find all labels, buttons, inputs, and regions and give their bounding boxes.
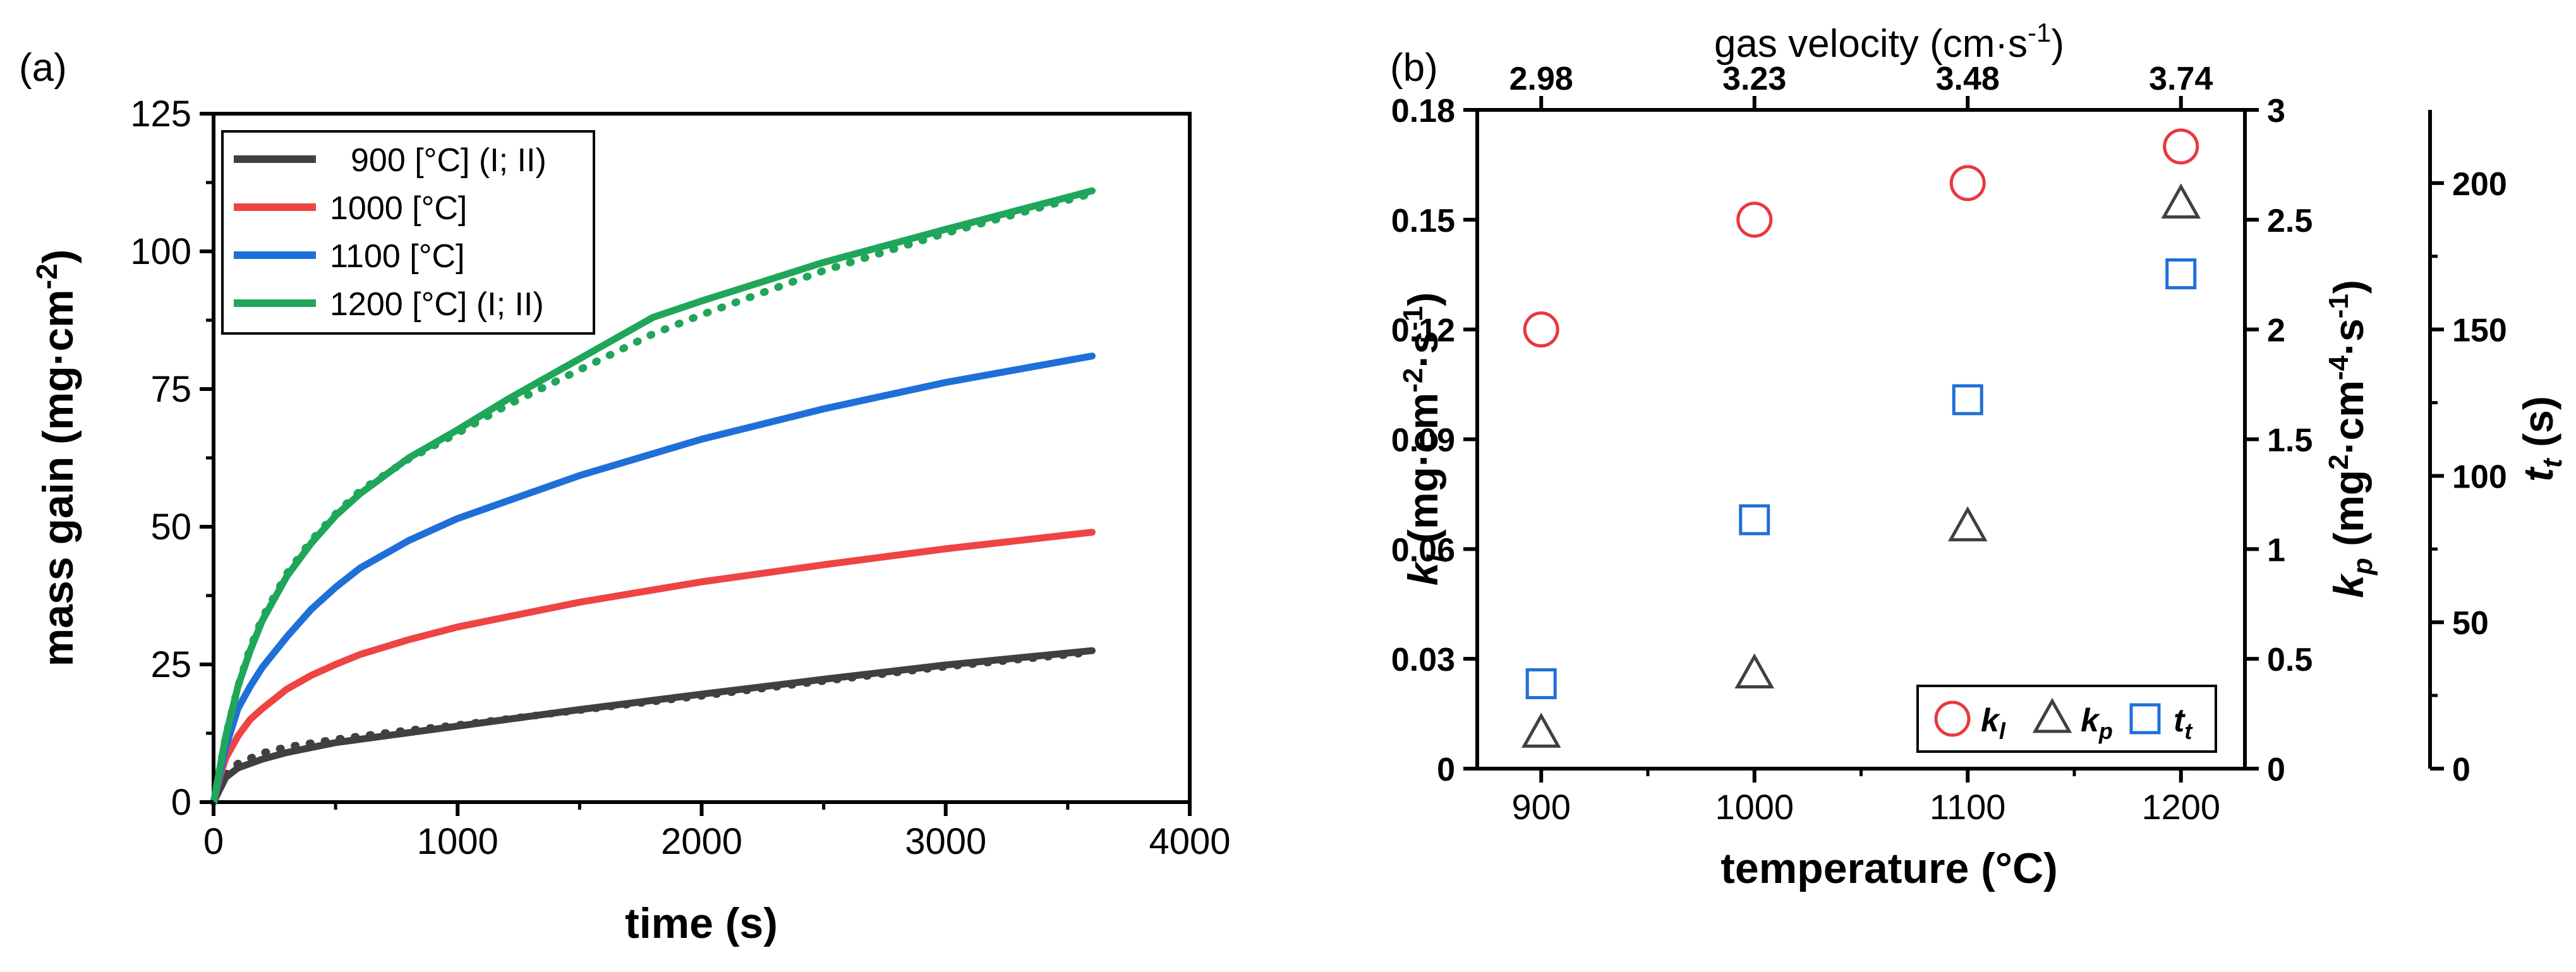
panel-a-y-tick-label: 100 [130,231,191,272]
panel-b-point-kp-0 [1521,712,1561,748]
panel-a-ticks: 0 1000 2000 3000 4000 0 25 50 75 100 125 [130,93,1230,862]
panel-b-point-kl-0 [1523,311,1559,348]
panel-a-y-axis-title: mass gain (mg·cm-2) [30,249,82,667]
panel-b-top-axis-title: gas velocity (cm·s-1) [1714,18,2064,66]
panel-b-x-tick-label: 1200 [2141,787,2220,827]
panel-b-legend-label-0: kl [1981,702,2006,744]
panel-b-ticks: 9002.9810003.2311003.4812003.7400.030.06… [1391,61,2507,827]
panel-a-legend: 900 [°C] (I; II) 1000 [°C] 1100 [°C] 1200 [… [221,130,595,335]
panel-b-kl-tick-label: 0.18 [1391,93,1455,129]
panel-a-x-tick-label: 3000 [905,821,986,862]
panel-b: (b) 9002.9810003.2311003.4812003.7400.03… [1390,18,2568,892]
panel-b-kp-tick-label: 0 [2267,752,2285,788]
panel-b-tt-tick-label: 0 [2452,752,2470,788]
panel-a-series-3 [210,352,1096,806]
panel-b-top-tick-label: 3.48 [1936,61,2000,97]
panel-a-y-tick-label: 125 [130,93,191,135]
panel-b-tt-tick-label: 100 [2452,459,2507,495]
panel-b-tt-tick-label: 150 [2452,313,2507,349]
panel-a-series-5 [210,189,1096,806]
panel-a-y-tick-label: 50 [150,507,191,548]
panel-a-legend-label-2: 1100 [°C] [330,238,465,275]
panel-b-x-tick-label: 900 [1512,787,1571,827]
panel-b-kl-tick-label: 0.15 [1391,203,1455,239]
panel-b-x-tick-label: 1100 [1930,787,2005,827]
panel-b-point-tt-0 [1525,668,1557,700]
panel-b-point-tt-3 [2165,258,2197,290]
panel-b-point-kl-2 [1949,165,1986,201]
panel-b-point-tt-1 [1739,504,1770,536]
panel-b-kp-tick-label: 3 [2267,93,2285,129]
panel-b-legend-label-2: tt [2174,702,2193,744]
panel-b-kl-tick-label: 0.09 [1391,423,1455,459]
panel-b-kp-tick-label: 2.5 [2267,203,2313,239]
panel-b-top-tick-label: 3.23 [1722,61,1786,97]
panel-a-x-tick-label: 2000 [661,821,742,862]
panel-b-kl-tick-label: 0.03 [1391,642,1455,678]
panel-a-y-tick-label: 25 [150,644,191,685]
panel-b-kp-tick-label: 1.5 [2267,423,2313,459]
panel-b-x-axis-title: temperature (°C) [1720,844,2058,892]
panel-b-label: (b) [1390,46,1438,90]
panel-b-legend-label-1: kp [2081,702,2113,744]
panel-a-x-tick-label: 1000 [417,821,499,862]
panel-b-top-tick-label: 3.74 [2149,61,2213,97]
panel-a-curves [210,187,1096,806]
panel-b-point-kp-3 [2161,183,2201,219]
panel-b-kp-tick-label: 2 [2267,313,2285,349]
panel-b-legend-marker-1 [2032,697,2072,733]
panel-b-tt-tick-label: 200 [2452,166,2507,203]
panel-a: (a) 0 1000 2000 3000 4000 0 25 50 75 100 125 time … [19,46,1231,947]
panel-b-legend-marker-0 [1934,700,1971,737]
panel-b-kp-tick-label: 0.5 [2267,642,2313,678]
panel-a-legend-label-0: 900 [°C] (I; II) [351,142,547,179]
panel-b-legend: kl kp tt [1916,685,2217,753]
panel-a-x-tick-label: 4000 [1149,821,1230,862]
panel-a-x-axis-title: time (s) [625,899,778,947]
panel-b-point-tt-2 [1952,384,1983,416]
panel-a-legend-label-3: 1200 [°C] (I; II) [330,286,544,323]
panel-b-legend-box [1916,685,2217,753]
panel-b-frame [1475,108,2247,771]
panel-b-point-kp-1 [1734,653,1775,689]
panel-a-y-tick-label: 75 [150,369,191,410]
panel-b-point-kp-2 [1947,506,1988,542]
panel-b-top-tick-label: 2.98 [1509,61,1573,97]
panel-a-x-tick-label: 0 [203,821,224,862]
panel-b-kl-axis-title: kl (mg·cm-2·s-1) [1398,292,1453,586]
panel-b-points [1521,128,2201,748]
panel-a-series-0 [210,647,1096,806]
panel-b-point-kl-1 [1736,201,1773,238]
panel-b-tt-axis-title: tt (s) [2515,396,2568,482]
panel-a-series-1 [210,648,1096,806]
panel-b-x-tick-label: 1000 [1715,787,1794,827]
panel-b-kl-tick-label: 0.06 [1391,532,1455,568]
panel-a-label: (a) [19,46,67,90]
panel-a-legend-label-1: 1000 [°C] [330,190,467,227]
panel-b-kl-tick-label: 0.12 [1391,313,1455,349]
panel-a-y-tick-label: 0 [171,782,191,823]
panel-b-kl-tick-label: 0 [1437,752,1455,788]
panel-b-kp-axis-title: kp (mg2·cm-4·s-1) [2323,280,2378,598]
panel-b-tt-tick-label: 50 [2452,605,2489,642]
panel-b-legend-marker-2 [2129,703,2161,735]
panel-b-kp-tick-label: 1 [2267,532,2285,568]
panel-a-series-2 [210,529,1096,806]
panel-b-point-kl-3 [2163,128,2199,165]
